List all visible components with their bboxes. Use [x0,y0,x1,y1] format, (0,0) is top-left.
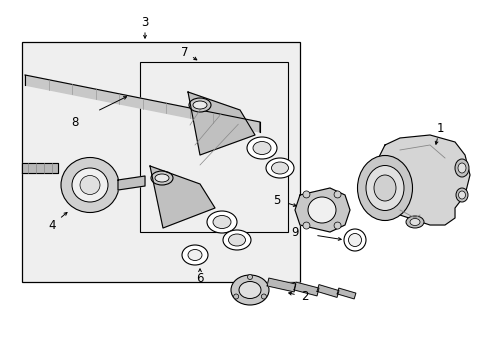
Ellipse shape [151,171,173,185]
Text: 2: 2 [301,291,308,303]
Bar [22,42,299,282]
Polygon shape [150,166,215,228]
Ellipse shape [239,282,261,298]
Ellipse shape [271,162,288,174]
Polygon shape [118,176,145,190]
Polygon shape [336,288,355,299]
Ellipse shape [457,163,465,173]
Ellipse shape [206,211,237,233]
Text: 7: 7 [181,45,188,59]
Polygon shape [293,282,318,296]
Ellipse shape [454,159,468,177]
Ellipse shape [228,234,245,246]
Text: 5: 5 [273,194,280,207]
Ellipse shape [343,229,365,251]
Ellipse shape [303,222,309,229]
Ellipse shape [213,216,230,229]
Ellipse shape [333,191,340,198]
Ellipse shape [265,158,293,178]
Ellipse shape [458,191,465,199]
Ellipse shape [307,197,335,223]
Ellipse shape [223,230,250,250]
Ellipse shape [61,158,119,212]
Ellipse shape [252,141,270,154]
Polygon shape [25,75,260,132]
Polygon shape [374,135,469,225]
Polygon shape [316,285,338,297]
Polygon shape [22,163,58,173]
Text: 4: 4 [48,219,56,231]
Polygon shape [294,188,349,232]
Ellipse shape [303,191,309,198]
Bar [140,62,287,232]
Ellipse shape [365,166,403,211]
Polygon shape [187,92,254,155]
Text: 9: 9 [291,225,298,239]
Ellipse shape [182,245,207,265]
Ellipse shape [193,101,206,109]
Ellipse shape [348,234,361,247]
Ellipse shape [333,222,340,229]
Ellipse shape [409,219,419,225]
Ellipse shape [455,188,467,202]
Text: 8: 8 [71,116,79,129]
Ellipse shape [155,174,169,182]
Text: 1: 1 [435,122,443,135]
Polygon shape [266,278,295,292]
Ellipse shape [373,175,395,201]
Ellipse shape [233,294,238,299]
Ellipse shape [189,98,210,112]
Ellipse shape [80,176,100,194]
Ellipse shape [357,156,412,220]
Ellipse shape [187,249,202,261]
Ellipse shape [247,274,252,279]
Text: 6: 6 [196,271,203,284]
Ellipse shape [261,294,266,299]
Text: 3: 3 [141,15,148,28]
Ellipse shape [246,137,276,159]
Ellipse shape [72,168,108,202]
Ellipse shape [230,275,268,305]
Ellipse shape [405,216,423,228]
